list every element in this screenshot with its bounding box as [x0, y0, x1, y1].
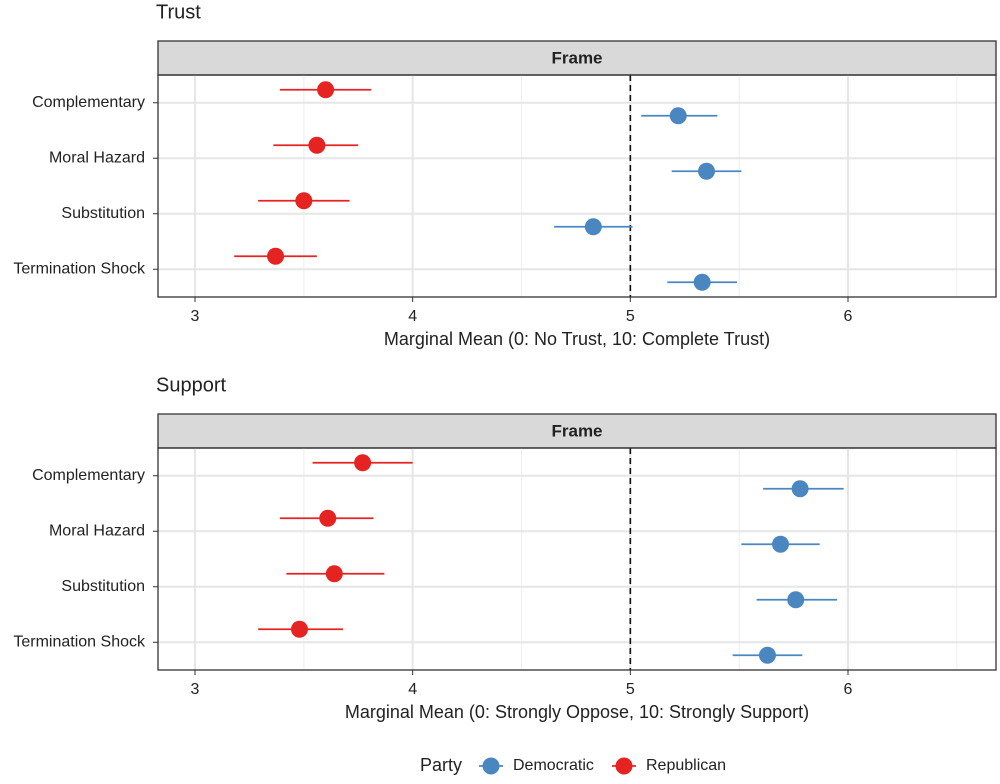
panel-border [157, 447, 997, 671]
y-tick-label: Termination Shock [13, 260, 146, 277]
point [290, 620, 308, 638]
y-tick-label: Substitution [61, 578, 145, 595]
point [319, 509, 337, 527]
y-tick-label: Complementary [32, 467, 145, 484]
point [325, 565, 343, 583]
y-tick-label: Complementary [32, 94, 145, 111]
point [267, 247, 285, 265]
panel-border [157, 74, 997, 298]
legend-label: Republican [646, 757, 726, 774]
strip-label: Frame [551, 421, 602, 440]
point [698, 162, 716, 180]
legend-key [482, 757, 500, 775]
point [693, 273, 711, 291]
x-tick-label: 5 [626, 308, 635, 325]
x-tick-label: 4 [408, 681, 417, 698]
legend-label: Democratic [513, 757, 594, 774]
point [354, 454, 372, 472]
strip-label: Frame [551, 48, 602, 67]
x-tick-label: 3 [191, 308, 200, 325]
point [772, 535, 790, 553]
strip [157, 40, 997, 76]
point [791, 480, 809, 498]
x-tick-label: 3 [191, 681, 200, 698]
point [787, 591, 805, 609]
x-axis-label: Marginal Mean (0: No Trust, 10: Complete… [384, 329, 770, 349]
point [758, 646, 776, 664]
y-tick-label: Moral Hazard [49, 522, 145, 539]
x-axis-label: Marginal Mean (0: Strongly Oppose, 10: S… [345, 702, 809, 722]
panel-title: Trust [156, 1, 201, 23]
point [317, 81, 335, 99]
strip [157, 413, 997, 449]
x-tick-label: 4 [408, 308, 417, 325]
legend-key [615, 757, 633, 775]
point [295, 192, 313, 210]
panel-title: Support [156, 374, 226, 396]
y-tick-label: Moral Hazard [49, 149, 145, 166]
x-tick-label: 6 [844, 308, 853, 325]
x-tick-label: 5 [626, 681, 635, 698]
point [669, 107, 687, 125]
point [308, 136, 326, 154]
x-tick-label: 6 [844, 681, 853, 698]
y-tick-label: Substitution [61, 205, 145, 222]
y-tick-label: Termination Shock [13, 633, 146, 650]
legend-title: Party [420, 755, 462, 775]
point [584, 218, 602, 236]
